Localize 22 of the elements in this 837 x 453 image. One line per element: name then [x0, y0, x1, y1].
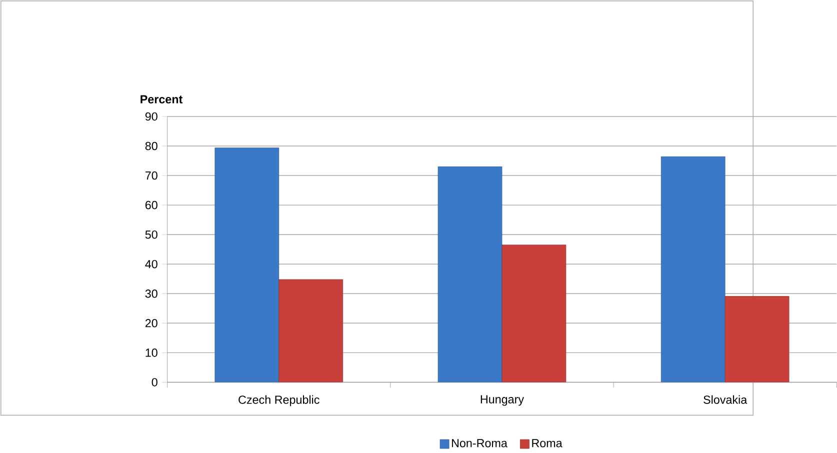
legend-label: Non-Roma: [452, 439, 508, 448]
y-tick-label: 0: [152, 378, 158, 387]
bar: [214, 148, 280, 382]
y-tick-label: 50: [145, 230, 158, 239]
bar: [278, 280, 344, 382]
bar: [502, 244, 566, 382]
bar: [660, 156, 726, 382]
x-tick-label: Hungary: [480, 396, 524, 406]
x-tick-label: Slovakia: [704, 396, 748, 404]
legend-label: Roma: [532, 439, 562, 448]
y-tick-label: 80: [145, 142, 158, 150]
y-axis-title: Percent: [140, 96, 183, 104]
y-tick-label: 20: [145, 319, 158, 328]
y-tick-label: 60: [145, 201, 158, 210]
y-tick-label: 40: [145, 260, 158, 268]
x-tick-label: Czech Republic: [238, 396, 320, 406]
bar: [724, 296, 790, 382]
y-tick-label: 10: [146, 348, 158, 358]
bar: [438, 166, 502, 382]
y-tick-label: 30: [145, 290, 158, 298]
y-tick-label: 70: [145, 172, 158, 180]
y-tick-label: 90: [145, 112, 158, 121]
